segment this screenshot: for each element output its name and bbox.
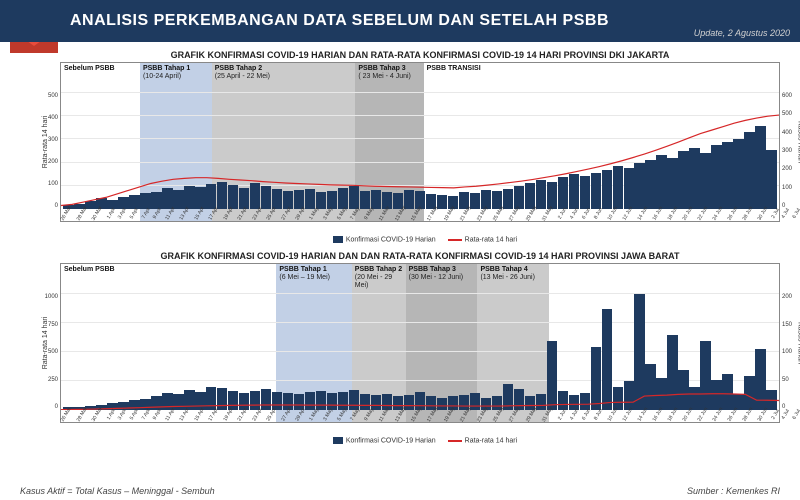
bar <box>766 150 776 209</box>
bar <box>656 378 666 410</box>
page: ANALISIS PERKEMBANGAN DATA SEBELUM DAN S… <box>0 0 800 500</box>
footer-source: Sumber : Kemenkes RI <box>687 486 780 496</box>
chart-1-area: GRAFIK KONFIRMASI COVID-19 HARIAN DAN RA… <box>0 42 800 243</box>
legend-line-swatch <box>448 440 462 442</box>
page-title: ANALISIS PERKEMBANGAN DATA SEBELUM DAN S… <box>70 12 609 30</box>
bar <box>613 166 623 210</box>
bar <box>591 347 601 411</box>
bar <box>536 180 546 209</box>
bar <box>602 309 612 411</box>
bar <box>173 190 183 209</box>
chart-1-title: GRAFIK KONFIRMASI COVID-19 HARIAN DAN RA… <box>60 50 780 60</box>
header-bar: ANALISIS PERKEMBANGAN DATA SEBELUM DAN S… <box>0 0 800 42</box>
legend-bar-swatch <box>333 236 343 243</box>
bar <box>591 173 601 209</box>
bar <box>261 389 271 410</box>
bar <box>645 160 655 209</box>
bar <box>755 126 765 209</box>
chart-2-legend: Konfirmasi COVID-19 Harian Rata-rata 14 … <box>60 437 780 444</box>
chart-1-legend: Konfirmasi COVID-19 Harian Rata-rata 14 … <box>60 236 780 243</box>
bar <box>558 177 568 209</box>
legend-line-swatch <box>448 239 462 241</box>
bar <box>634 294 644 410</box>
footer-formula: Kasus Aktif = Total Kasus – Meninggal - … <box>20 486 215 496</box>
bar <box>678 151 688 209</box>
bar <box>645 364 655 410</box>
bar <box>700 341 710 411</box>
chart-1-box: Rata-rata 14 hari Kasus Harian Sebelum P… <box>60 62 780 222</box>
bar <box>689 148 699 209</box>
bar <box>656 155 666 209</box>
bar <box>711 380 721 410</box>
bar <box>634 163 644 209</box>
bar <box>217 388 227 410</box>
bar <box>547 341 557 411</box>
bar <box>503 189 513 209</box>
bar <box>667 335 677 410</box>
bar <box>667 158 677 209</box>
bar <box>261 186 271 209</box>
bar <box>744 376 754 411</box>
bar <box>349 186 359 209</box>
bar <box>569 174 579 209</box>
bar <box>700 153 710 209</box>
bar <box>722 142 732 209</box>
chart-2-area: GRAFIK KONFIRMASI COVID-19 HARIAN DAN DA… <box>0 243 800 444</box>
bar <box>624 168 634 209</box>
update-stamp: Update, 2 Agustus 2020 <box>694 28 790 38</box>
bar <box>733 139 743 209</box>
footer: Kasus Aktif = Total Kasus – Meninggal - … <box>20 486 780 496</box>
bar <box>755 349 765 410</box>
bar <box>722 374 732 410</box>
bar <box>217 182 227 209</box>
chart-2-box: Rata-rata 14 hari Kasus Harian Sebelum P… <box>60 263 780 423</box>
bar <box>744 132 754 209</box>
legend-bar-swatch <box>333 437 343 444</box>
bar <box>711 145 721 209</box>
bar <box>678 370 688 411</box>
bar <box>580 176 590 209</box>
bar <box>602 170 612 209</box>
bar <box>503 384 513 410</box>
chart-2-title: GRAFIK KONFIRMASI COVID-19 HARIAN DAN DA… <box>60 251 780 261</box>
